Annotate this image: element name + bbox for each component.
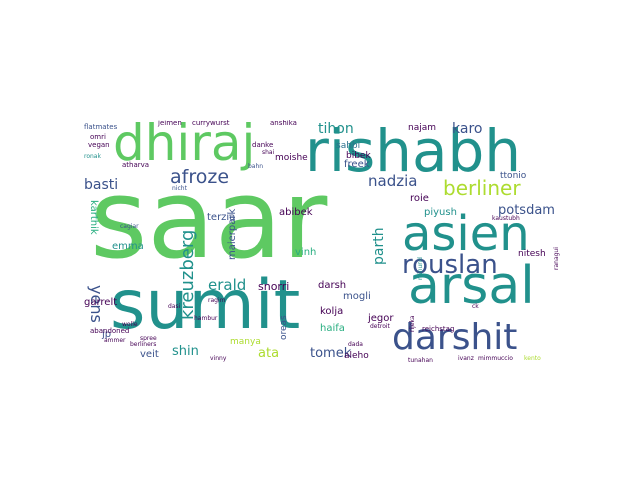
word: ranagui — [553, 247, 560, 270]
word: emma — [112, 241, 144, 252]
word: erald — [208, 276, 247, 294]
word: ragim — [208, 297, 226, 304]
word: flatmates — [84, 123, 118, 131]
word: ata — [258, 346, 280, 361]
word: sumit — [110, 266, 301, 345]
word: detroit — [370, 323, 390, 330]
word: shin — [172, 344, 199, 359]
word: danke — [252, 141, 274, 149]
word: omri — [90, 133, 106, 141]
word: ck — [472, 303, 479, 310]
word: cagiar — [120, 223, 139, 230]
word: karo — [452, 121, 483, 137]
word: darsh — [318, 280, 347, 291]
word: dasi — [168, 303, 181, 310]
word: veit — [140, 349, 159, 360]
word: jp — [102, 329, 112, 340]
word: kolja — [320, 306, 344, 317]
word: basti — [84, 177, 119, 193]
word: afroze — [170, 166, 230, 188]
word: currywurst — [192, 120, 230, 127]
word: dada — [348, 341, 363, 348]
word: najam — [408, 123, 437, 133]
word: spree — [140, 335, 157, 342]
word: kento — [524, 355, 541, 362]
word: haifa — [320, 323, 345, 334]
word: freek — [344, 159, 370, 170]
word: aleho — [344, 351, 369, 361]
word: berliner — [443, 176, 521, 200]
word: maierpark — [227, 208, 238, 260]
word: asien — [402, 206, 530, 262]
word: kreuzberg — [177, 229, 198, 320]
word: rouslan — [402, 250, 498, 280]
word: rijeka — [409, 315, 416, 332]
word: hambur — [194, 315, 218, 322]
word: garrelt — [84, 297, 118, 308]
word: abandoned — [90, 327, 130, 335]
word: abibek — [279, 207, 313, 218]
word: vinh — [295, 247, 317, 258]
word: terzia — [207, 212, 236, 223]
word: saar — [90, 155, 328, 283]
word: sahbi — [336, 141, 361, 151]
word: oreas — [279, 315, 289, 340]
word: snorri — [258, 280, 290, 293]
word: mimmuccio — [478, 355, 513, 362]
word: bahn — [248, 163, 264, 170]
word: nicht — [172, 185, 187, 192]
word: nadzia — [368, 172, 418, 190]
word: shai — [262, 149, 275, 156]
word: berliners — [130, 341, 157, 348]
word: bibek — [346, 151, 371, 161]
word: jeimen — [158, 120, 182, 127]
word: kaustubh — [492, 215, 520, 222]
word: dhiraj — [113, 120, 256, 172]
word: reichstag — [422, 325, 455, 333]
word: mogli — [343, 291, 371, 302]
word: nitesh — [518, 249, 546, 259]
word: ivanz — [458, 355, 474, 362]
word: darshit — [392, 317, 518, 358]
word: parth — [371, 227, 387, 265]
word: roie — [410, 193, 429, 204]
word: reinund — [417, 257, 424, 280]
word: potsdam — [498, 203, 555, 218]
word: anshika — [270, 120, 297, 127]
word: jegor — [368, 313, 394, 324]
word: arsal — [408, 256, 535, 316]
word: wolle — [122, 321, 138, 328]
word: ronak — [84, 153, 101, 160]
word: piyush — [424, 207, 457, 218]
word: manya — [230, 337, 261, 347]
word: ammer — [104, 337, 126, 344]
word: moishe — [275, 153, 308, 163]
word: karthik — [88, 200, 99, 235]
word: rishabh — [305, 120, 522, 185]
word: tomek — [310, 346, 352, 361]
word: tihon — [318, 121, 354, 137]
word-cloud: saar sumit rishabh dhiraj arsal asien da… — [80, 120, 580, 370]
word: tunahan — [408, 357, 433, 364]
word: ttonio — [500, 171, 527, 181]
word: atharva — [122, 161, 150, 169]
word: vinny — [210, 355, 227, 362]
word: vegan — [88, 141, 110, 149]
